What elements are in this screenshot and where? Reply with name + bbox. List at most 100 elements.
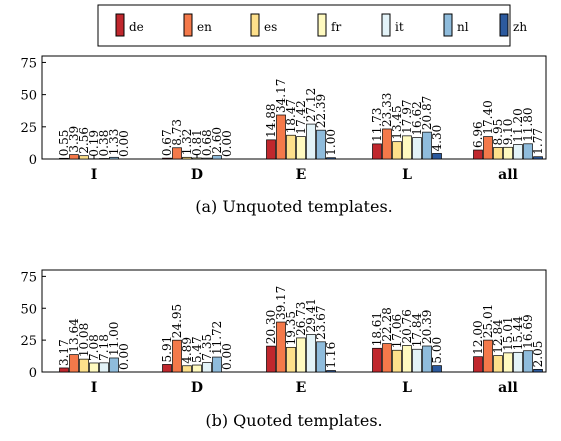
y-tick-label: 25 [20,334,37,349]
data-label-zh-all: 2.05 [531,341,545,368]
data-label-nl-L: 20.39 [420,310,434,344]
data-label-zh-I: 0.00 [117,130,131,157]
y-tick-label: 50 [20,302,37,317]
bar-es-all [493,147,503,160]
data-label-fr-all: 15.01 [501,317,515,351]
data-label-it-E: 29.41 [304,298,318,332]
bar-de-all [473,356,483,373]
legend-item-es: es [250,13,277,37]
legend-label-it: it [395,20,404,34]
data-label-zh-L: 5.00 [430,337,444,364]
bar-zh-all [533,369,543,373]
bar-es-L [392,349,402,373]
bar-en-L [382,128,392,160]
bar-it-all [513,351,523,373]
legend-label-de: de [129,20,144,34]
data-label-it-I: 7.18 [97,334,111,361]
data-label-nl-E: 23.67 [314,305,328,339]
data-label-fr-L: 20.76 [400,309,414,343]
data-label-zh-D: 0.00 [220,343,234,370]
bar-en-E [276,114,286,160]
data-label-fr-I: 7.08 [87,334,101,361]
bar-de-E [266,345,276,373]
bar-zh-E [326,370,336,373]
data-label-de-E: 14.88 [264,103,278,137]
data-label-de-all: 12.00 [471,320,485,354]
bar-es-E [286,346,296,373]
bar-fr-D [192,157,202,160]
data-label-en-D: 24.95 [170,304,184,338]
data-label-nl-E: 22.39 [314,94,328,128]
legend: de en es fr it nl zh [97,4,527,47]
bar-fr-L [402,345,412,373]
legend-item-nl: nl [443,13,469,37]
data-label-es-I: 10.08 [77,323,91,357]
data-label-de-I: 0.55 [57,130,71,157]
bar-nl-D [212,356,222,373]
data-label-zh-E: 1.16 [324,342,338,369]
data-label-en-L: 22.28 [380,307,394,341]
data-label-en-E: 39.17 [274,286,288,320]
data-label-en-D: 8.73 [170,119,184,146]
bar-es-E [286,134,296,160]
x-tick-label: E [296,167,307,183]
x-tick-label: all [498,380,518,396]
bar-nl-E [316,341,326,373]
legend-label-fr: fr [331,20,341,34]
data-label-es-L: 13.45 [390,105,404,139]
data-label-es-all: 8.95 [491,119,505,146]
bar-nl-E [316,129,326,160]
bar-de-all [473,149,483,160]
y-tick-label: 25 [20,121,37,136]
data-label-zh-D: 0.00 [220,130,234,157]
data-label-zh-all: 1.77 [531,128,545,155]
bar-fr-all [503,352,513,373]
data-label-fr-L: 17.97 [400,100,414,134]
bar-es-I [79,155,89,160]
legend-swatch-fr [317,13,327,37]
data-label-fr-D: 0.81 [190,129,204,156]
data-label-es-D: 4.89 [180,337,194,364]
data-label-de-I: 3.17 [57,339,71,366]
y-tick-label: 50 [20,89,37,104]
data-label-it-I: 0.38 [97,130,111,157]
caption: (b) Quoted templates. [205,411,382,430]
bar-en-L [382,343,392,373]
bar-nl-I [109,357,119,373]
data-label-nl-all: 11.80 [521,107,535,141]
data-label-it-L: 16.62 [410,101,424,135]
data-label-nl-D: 2.60 [210,127,224,154]
data-label-de-D: 0.67 [160,129,174,156]
bar-en-D [172,339,182,373]
x-tick-label: D [191,380,203,396]
data-label-en-all: 17.40 [481,100,495,134]
data-label-de-E: 20.30 [264,310,278,344]
legend-swatch-nl [443,13,453,37]
data-label-it-L: 17.84 [410,313,424,348]
data-label-it-all: 15.44 [511,316,525,351]
legend-label-es: es [264,20,277,34]
bar-nl-L [422,345,432,373]
y-tick-label: 0 [29,366,37,381]
bar-de-I [59,157,69,160]
data-label-es-I: 2.56 [77,127,91,154]
bar-it-L [412,348,422,373]
legend-item-de: de [115,13,144,37]
y-tick-label: 75 [20,56,37,71]
bar-zh-E [326,157,336,160]
bar-zh-L [432,153,442,160]
data-label-nl-L: 20.87 [420,96,434,130]
bar-it-I [99,362,109,373]
data-label-fr-E: 26.73 [294,302,308,336]
data-label-nl-D: 11.72 [210,321,224,355]
data-label-es-L: 17.06 [390,314,404,348]
data-label-nl-all: 16.69 [521,314,535,348]
y-tick-label: 75 [20,270,37,285]
bar-en-all [483,339,493,373]
bar-nl-all [523,143,533,160]
x-tick-label: I [91,167,98,183]
bar-nl-I [109,156,119,160]
x-tick-label: E [296,380,307,396]
data-label-zh-I: 0.00 [117,343,131,370]
legend-frame [97,4,511,47]
